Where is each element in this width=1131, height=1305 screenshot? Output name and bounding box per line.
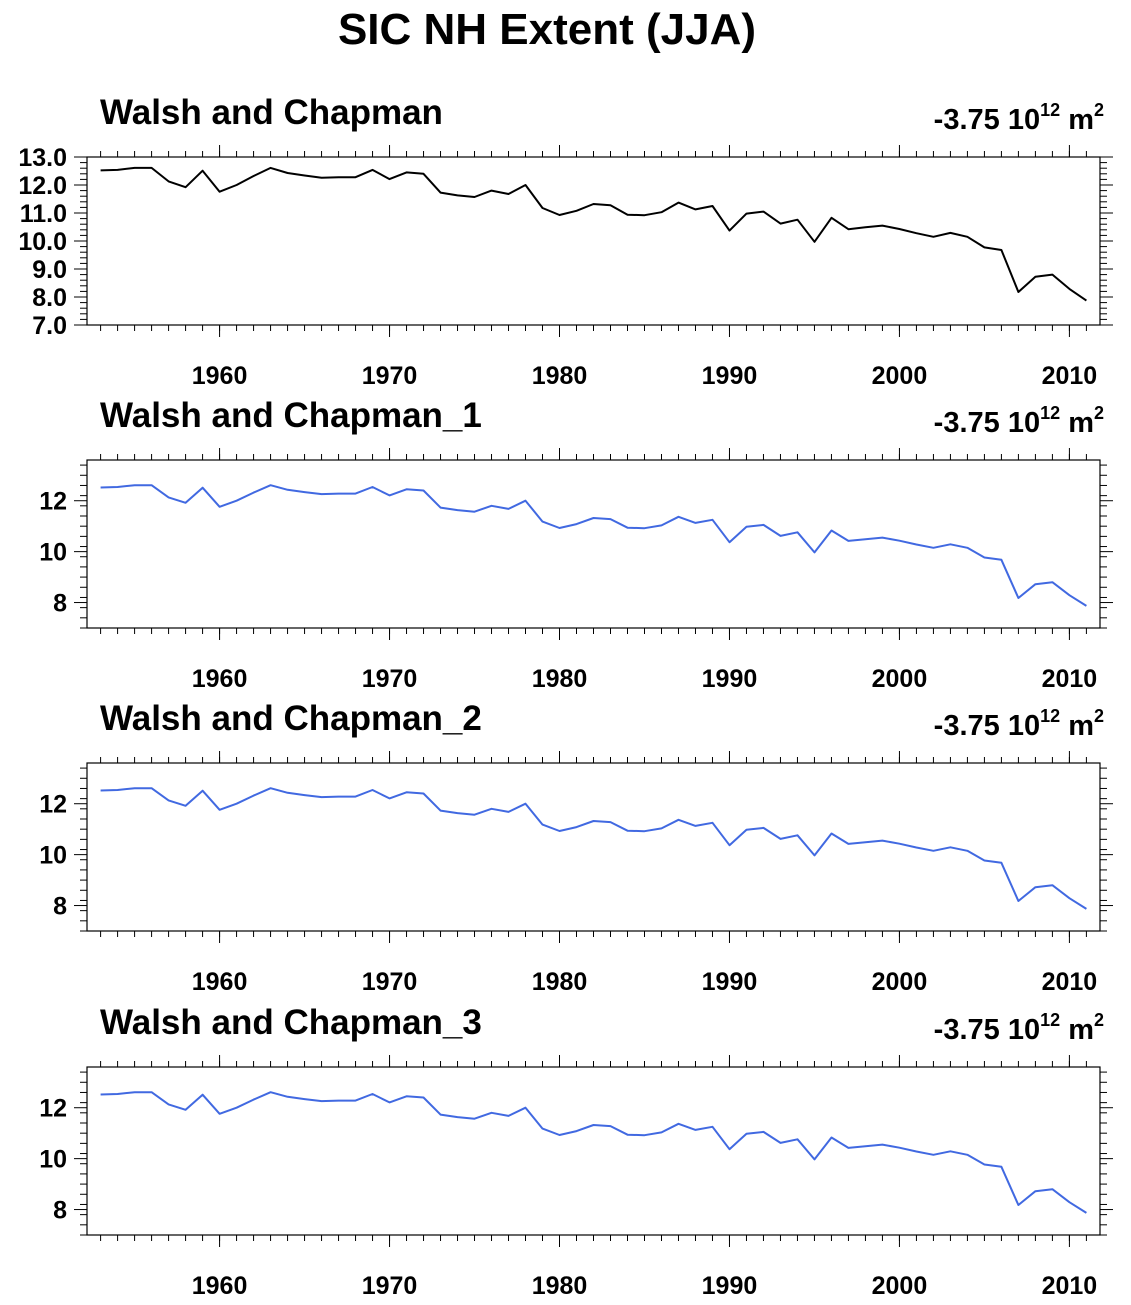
trend-base: 10 xyxy=(1007,407,1041,439)
series-line xyxy=(100,484,1087,607)
x-tick-label: 1960 xyxy=(192,665,248,693)
panel-trend-note: -3.75 1012 m2 xyxy=(933,1010,1104,1047)
panel-trend-note: -3.75 1012 m2 xyxy=(933,100,1104,137)
y-tick-label: 12 xyxy=(39,791,67,819)
x-tick-label: 2000 xyxy=(872,1272,928,1300)
series-line xyxy=(100,166,1087,302)
x-tick-label: 1980 xyxy=(532,1272,588,1300)
y-tick-label: 8.0 xyxy=(32,284,67,312)
trend-exponent: 12 xyxy=(1040,100,1061,120)
y-tick-label: 10 xyxy=(39,539,67,567)
series-line xyxy=(100,1091,1087,1214)
x-tick-label: 1980 xyxy=(532,362,588,390)
trend-unit: m xyxy=(1068,1014,1094,1046)
x-tick-label: 1970 xyxy=(362,1272,418,1300)
trend-unit-exponent: 2 xyxy=(1093,1010,1104,1030)
chart-panel: 1960 1970 1980 1990 2000 2010 8 10 12 xyxy=(39,751,1113,996)
x-tick-label: 2000 xyxy=(872,665,928,693)
figure-title: SIC NH Extent (JJA) xyxy=(337,5,757,54)
x-tick-label: 1990 xyxy=(702,362,758,390)
trend-value: -3.75 xyxy=(933,407,1000,439)
trend-value: -3.75 xyxy=(933,710,1000,742)
y-tick-label: 8 xyxy=(53,893,67,921)
trend-unit-exponent: 2 xyxy=(1093,706,1104,726)
panel-trend-note: -3.75 1012 m2 xyxy=(933,706,1104,743)
x-tick-label: 1960 xyxy=(192,362,248,390)
trend-unit: m xyxy=(1068,104,1094,136)
x-tick-label: 1990 xyxy=(702,968,758,996)
y-tick-label: 10.0 xyxy=(18,228,67,256)
x-tick-label: 1960 xyxy=(192,1272,248,1300)
y-tick-label: 11.0 xyxy=(20,200,67,228)
chart-panel: 1960 1970 1980 1990 2000 2010 7.08.09.010.011.… xyxy=(18,144,1113,390)
plot-frame xyxy=(86,156,1101,326)
x-tick-label: 2000 xyxy=(872,362,928,390)
x-tick-label: 1970 xyxy=(362,665,418,693)
chart-panel: 1960 1970 1980 1990 2000 2010 8 10 12 xyxy=(39,1055,1113,1300)
y-tick-label: 12 xyxy=(39,1095,67,1123)
panel-title: Walsh and Chapman_1 xyxy=(100,396,482,435)
x-tick-label: 1970 xyxy=(362,362,418,390)
x-tick-label: 1980 xyxy=(532,968,588,996)
x-tick-label: 1990 xyxy=(702,665,758,693)
y-tick-label: 12 xyxy=(39,488,67,516)
y-tick-label: 7.0 xyxy=(32,312,67,340)
trend-base: 10 xyxy=(1007,104,1041,136)
x-tick-label: 2010 xyxy=(1042,362,1098,390)
panel-title: Walsh and Chapman xyxy=(100,93,443,132)
x-tick-label: 2010 xyxy=(1042,1272,1098,1300)
x-tick-label: 1970 xyxy=(362,968,418,996)
y-tick-label: 8 xyxy=(53,590,67,618)
chart-panel: 1960 1970 1980 1990 2000 2010 8 10 12 xyxy=(39,448,1113,693)
y-tick-label: 12.0 xyxy=(18,172,67,200)
series-line xyxy=(100,787,1087,910)
y-tick-label: 13.0 xyxy=(18,144,67,172)
trend-base: 10 xyxy=(1007,710,1041,742)
x-tick-label: 2010 xyxy=(1042,968,1098,996)
trend-base: 10 xyxy=(1007,1014,1041,1046)
trend-value: -3.75 xyxy=(933,1014,1000,1046)
trend-exponent: 12 xyxy=(1040,706,1061,726)
x-tick-label: 1990 xyxy=(702,1272,758,1300)
x-tick-label: 2000 xyxy=(872,968,928,996)
trend-unit: m xyxy=(1068,407,1094,439)
trend-exponent: 12 xyxy=(1040,1010,1061,1030)
y-tick-label: 8 xyxy=(53,1197,67,1225)
x-tick-label: 1980 xyxy=(532,665,588,693)
y-tick-label: 10 xyxy=(39,1146,67,1174)
panel-title: Walsh and Chapman_3 xyxy=(100,1003,482,1042)
y-tick-label: 9.0 xyxy=(32,256,67,284)
panel-trend-note: -3.75 1012 m2 xyxy=(933,403,1104,440)
trend-unit-exponent: 2 xyxy=(1093,403,1104,423)
x-tick-label: 2010 xyxy=(1042,665,1098,693)
panel-title: Walsh and Chapman_2 xyxy=(100,699,482,738)
trend-exponent: 12 xyxy=(1040,403,1061,423)
trend-value: -3.75 xyxy=(933,104,1000,136)
trend-unit: m xyxy=(1068,710,1094,742)
trend-unit-exponent: 2 xyxy=(1093,100,1104,120)
y-tick-label: 10 xyxy=(39,842,67,870)
x-tick-label: 1960 xyxy=(192,968,248,996)
